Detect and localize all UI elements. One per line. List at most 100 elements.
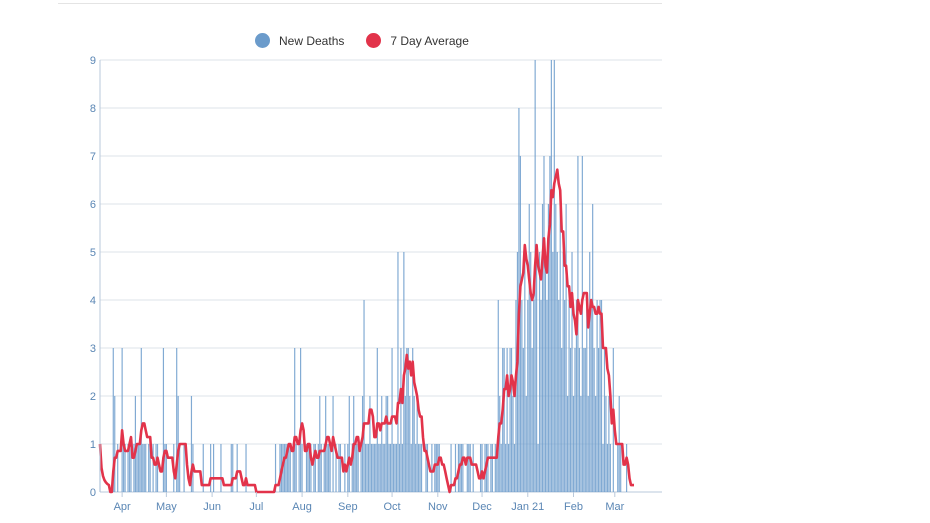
bar-new-deaths (519, 156, 521, 492)
bar-new-deaths (450, 444, 452, 492)
line-7-day-average (98, 168, 634, 494)
bar-new-deaths (418, 444, 420, 492)
y-tick-label: 8 (90, 103, 96, 115)
bar-new-deaths (513, 444, 516, 492)
bar-new-deaths (512, 396, 514, 492)
bar-new-deaths (522, 348, 524, 492)
bar-new-deaths (603, 348, 606, 492)
bar-new-deaths (515, 300, 517, 492)
bar-new-deaths (139, 444, 141, 492)
bar-new-deaths (329, 444, 331, 492)
bar-new-deaths (245, 444, 247, 492)
bar-new-deaths (356, 444, 358, 492)
bar-new-deaths (584, 348, 586, 492)
bar-new-deaths (143, 444, 145, 492)
legend-item-7-day-average[interactable]: 7 Day Average (366, 33, 469, 48)
x-tick-label: Oct (384, 501, 401, 513)
y-tick-label: 6 (90, 199, 96, 211)
bar-new-deaths (559, 204, 561, 492)
bar-new-deaths (164, 444, 166, 492)
bar-new-deaths (605, 396, 607, 492)
legend-item-new-deaths[interactable]: New Deaths (255, 33, 344, 48)
bar-new-deaths (376, 348, 378, 492)
bar-new-deaths (558, 300, 560, 492)
bar-new-deaths (626, 444, 628, 492)
bar-new-deaths (469, 444, 471, 492)
bar-new-deaths (328, 444, 330, 492)
bar-new-deaths (567, 396, 569, 492)
bar-new-deaths (319, 396, 321, 492)
bar-new-deaths (202, 444, 204, 492)
bar-new-deaths (543, 156, 545, 492)
bar-new-deaths (348, 396, 350, 492)
bar-new-deaths (305, 444, 308, 492)
bar-new-deaths (162, 348, 165, 492)
bar-new-deaths (438, 444, 440, 492)
gridlines (100, 59, 662, 493)
bar-new-deaths (426, 444, 429, 492)
bar-new-deaths (499, 396, 501, 492)
x-tick-label: Dec (472, 501, 492, 513)
bar-new-deaths (500, 444, 502, 492)
x-tick-label: Apr (114, 501, 131, 513)
bar-new-deaths (357, 444, 359, 492)
y-tick-label: 2 (90, 391, 96, 403)
bar-new-deaths (323, 444, 325, 492)
bar-new-deaths (381, 396, 383, 492)
bar-new-deaths (152, 444, 154, 492)
bar-new-deaths (589, 252, 591, 492)
bar-new-deaths (491, 444, 493, 492)
bar-new-deaths (274, 444, 277, 492)
bar-new-deaths (183, 444, 185, 492)
bar-new-deaths (531, 348, 533, 492)
bar-new-deaths (481, 444, 483, 492)
bar-new-deaths (385, 396, 387, 492)
bar-new-deaths (521, 300, 523, 492)
legend-label-7-day-average: 7 Day Average (390, 33, 469, 48)
bar-new-deaths (581, 156, 583, 492)
bar-new-deaths (370, 444, 373, 492)
bar-new-deaths (230, 444, 232, 492)
bar-new-deaths (503, 348, 505, 492)
bar-new-deaths (533, 300, 535, 492)
bar-new-deaths (412, 348, 414, 492)
bar-new-deaths (590, 300, 592, 492)
bar-new-deaths (366, 444, 368, 492)
bar-new-deaths (553, 60, 555, 492)
bar-new-deaths (137, 444, 139, 492)
bar-new-deaths (288, 444, 290, 492)
y-tick-label: 0 (90, 487, 96, 499)
bar-new-deaths (541, 204, 544, 492)
bar-new-deaths (556, 252, 558, 492)
bar-new-deaths (121, 348, 123, 492)
bar-new-deaths (496, 444, 498, 492)
bar-new-deaths (562, 252, 564, 492)
bar-new-deaths (292, 444, 294, 492)
bar-new-deaths (301, 444, 303, 492)
bar-new-deaths (212, 444, 215, 492)
bar-new-deaths (435, 444, 437, 492)
bar-new-deaths (420, 444, 423, 492)
bar-new-deaths (462, 444, 464, 492)
x-tick-label: Jun (203, 501, 221, 513)
bar-new-deaths (568, 300, 570, 492)
bar-new-deaths (398, 444, 401, 492)
bar-new-deaths (617, 444, 619, 492)
bar-new-deaths (540, 300, 542, 492)
bar-new-deaths (401, 444, 403, 492)
bar-new-deaths (190, 396, 193, 492)
bar-new-deaths (310, 444, 312, 492)
bar-new-deaths (395, 444, 398, 492)
bar-new-deaths (620, 444, 622, 492)
bar-new-deaths (369, 396, 371, 492)
bar-new-deaths (148, 444, 150, 492)
bar-new-deaths (527, 300, 529, 492)
bar-new-deaths (295, 444, 297, 492)
bar-new-deaths (360, 444, 362, 492)
bar-new-deaths (544, 252, 547, 492)
bar-new-deaths (574, 348, 576, 492)
bar-new-deaths (300, 348, 302, 492)
bar-new-deaths (134, 396, 136, 492)
legend-dot-7-day-average (366, 33, 382, 48)
